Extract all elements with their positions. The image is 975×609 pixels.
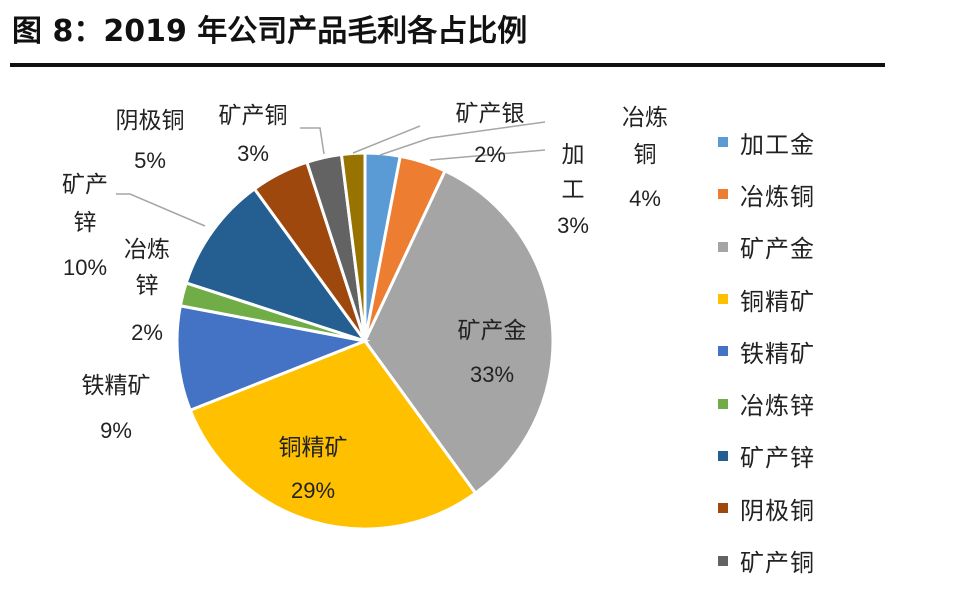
legend-swatch [718,189,728,200]
leader-line-9 [352,125,421,154]
slice-name-label-6: 锌 [74,210,97,236]
legend-label: 矿产铜 [740,549,815,578]
leader-line-0 [379,121,546,156]
legend-item: 矿产锌 [718,430,815,482]
legend-swatch [718,450,728,461]
slice-name-label-9: 矿产银 [456,101,525,127]
slice-value-label-2: 33% [470,362,514,387]
legend-swatch [718,398,728,409]
legend-swatch [718,346,728,357]
legend-item: 冶炼铜 [718,168,815,220]
pie-slice-3 [188,339,478,531]
legend-item: 矿产铜 [718,534,815,586]
slice-name-label-0: 工 [562,177,585,203]
slice-name-label-1: 冶炼 [622,105,668,131]
title-divider [10,63,885,67]
leader-line-6 [116,193,206,227]
slice-name-label-5: 冶炼 [124,237,170,263]
legend-label: 铜精矿 [740,287,815,316]
legend-swatch [718,555,728,566]
chart-title: 图 8：2019 年公司产品毛利各占比例 [12,14,528,49]
legend-label: 冶炼铜 [740,182,815,211]
slice-value-label-4: 9% [100,418,132,443]
slice-name-label-3: 铜精矿 [279,435,348,461]
slice-value-label-3: 29% [291,478,335,503]
chart-legend: 加工金冶炼铜矿产金铜精矿铁精矿冶炼锌矿产锌阴极铜矿产铜 [718,116,815,587]
slice-name-label-4: 铁精矿 [82,373,151,399]
slice-value-label-8: 3% [237,141,269,166]
legend-item: 加工金 [718,116,815,168]
legend-label: 冶炼锌 [740,392,815,421]
leader-line-8 [300,127,325,155]
pie-slice-6 [184,186,369,344]
legend-item: 冶炼锌 [718,377,815,429]
legend-label: 矿产锌 [740,444,815,473]
slice-value-label-0: 3% [557,213,589,238]
slice-name-label-1: 铜 [634,142,657,168]
slice-name-label-0: 加 [562,142,585,168]
legend-swatch [718,294,728,305]
legend-label: 铁精矿 [740,339,815,368]
legend-item: 铜精矿 [718,273,815,325]
pie-slice-2 [363,168,555,496]
slice-value-label-1: 4% [629,186,661,211]
legend-item: 铁精矿 [718,325,815,377]
slice-name-label-6: 矿产 [62,172,108,198]
slice-value-label-5: 2% [131,320,163,345]
leader-line-1 [429,149,546,161]
slice-name-label-2: 矿产金 [458,318,527,344]
legend-item: 矿产金 [718,221,815,273]
legend-label: 加工金 [740,130,815,159]
slice-name-label-7: 阴极铜 [116,108,185,134]
legend-swatch [718,137,728,148]
legend-item: 阴极铜 [718,482,815,534]
legend-swatch [718,241,728,252]
slice-value-label-9: 2% [474,142,506,167]
slice-name-label-5: 锌 [136,273,159,299]
legend-label: 阴极铜 [740,496,815,525]
legend-swatch [718,503,728,514]
slice-value-label-7: 5% [134,148,166,173]
slice-name-label-8: 矿产铜 [219,103,288,129]
slice-value-label-6: 10% [63,255,107,280]
legend-label: 矿产金 [740,235,815,264]
pie-slice-4 [175,304,371,413]
